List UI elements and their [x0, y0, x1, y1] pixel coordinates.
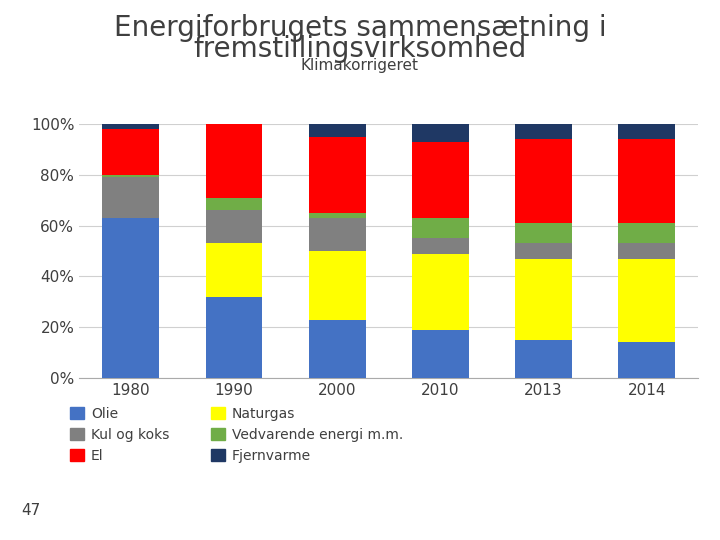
- Bar: [618, 259, 675, 342]
- Bar: [206, 244, 262, 297]
- Bar: [618, 223, 675, 244]
- Bar: [618, 124, 675, 139]
- Bar: [309, 320, 366, 378]
- Bar: [412, 254, 469, 330]
- Bar: [309, 124, 366, 137]
- Text: fremstillingsvirksomhed: fremstillingsvirksomhed: [194, 35, 526, 63]
- Bar: [618, 342, 675, 378]
- Bar: [102, 218, 159, 378]
- Bar: [516, 124, 572, 139]
- Bar: [618, 244, 675, 259]
- Bar: [309, 137, 366, 213]
- Text: Energiforbrugets sammensætning i: Energiforbrugets sammensætning i: [114, 14, 606, 42]
- Bar: [412, 142, 469, 218]
- Bar: [618, 139, 675, 223]
- Bar: [412, 238, 469, 254]
- Bar: [516, 259, 572, 340]
- Bar: [102, 178, 159, 218]
- Bar: [516, 340, 572, 378]
- Text: Klimakorrigeret: Klimakorrigeret: [301, 58, 419, 73]
- Bar: [102, 129, 159, 175]
- Bar: [412, 124, 469, 142]
- Bar: [309, 213, 366, 218]
- Bar: [516, 223, 572, 244]
- Bar: [516, 244, 572, 259]
- Bar: [412, 330, 469, 378]
- Bar: [206, 211, 262, 244]
- Bar: [309, 218, 366, 251]
- Bar: [206, 124, 262, 198]
- Bar: [102, 124, 159, 129]
- Bar: [309, 251, 366, 320]
- Legend: Olie, Kul og koks, El, Naturgas, Vedvarende energi m.m., Fjernvarme: Olie, Kul og koks, El, Naturgas, Vedvare…: [65, 401, 409, 468]
- Bar: [206, 198, 262, 211]
- Bar: [516, 139, 572, 223]
- Bar: [102, 175, 159, 178]
- Text: 47: 47: [22, 503, 41, 518]
- Bar: [206, 297, 262, 378]
- Bar: [412, 218, 469, 238]
